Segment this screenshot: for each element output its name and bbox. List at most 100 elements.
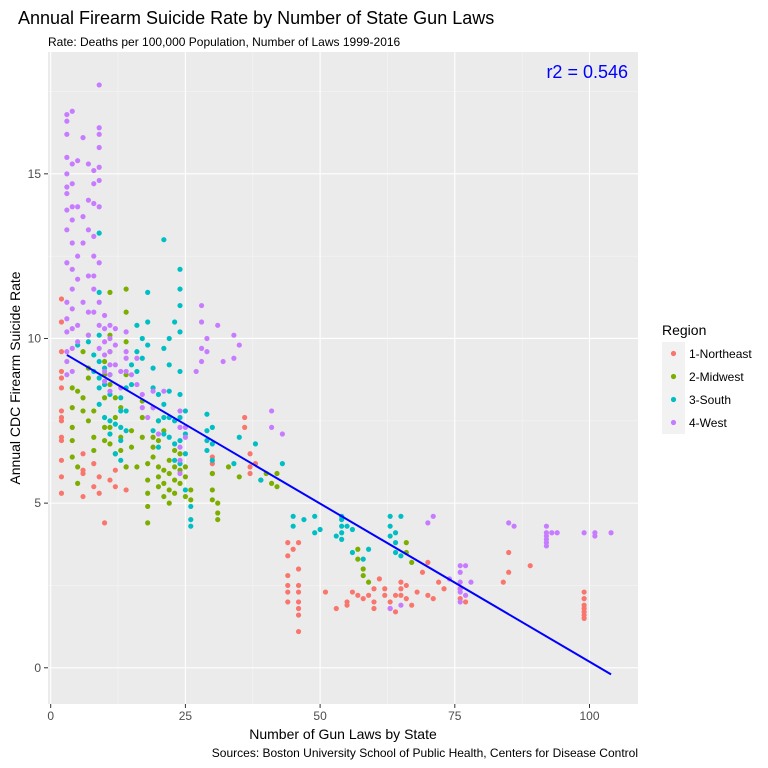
data-point — [69, 181, 75, 187]
data-point — [96, 144, 102, 151]
data-point — [96, 299, 102, 305]
data-point — [101, 368, 108, 375]
data-point — [69, 204, 75, 210]
data-point — [398, 592, 404, 598]
data-point — [128, 444, 135, 450]
data-point — [295, 589, 302, 595]
data-point — [123, 368, 129, 375]
data-point — [64, 207, 70, 213]
data-point — [128, 372, 135, 378]
data-point — [204, 349, 210, 355]
data-point — [204, 447, 210, 454]
data-point — [457, 579, 463, 585]
data-point — [101, 326, 108, 332]
data-point — [333, 533, 339, 539]
data-point — [96, 375, 102, 381]
data-point — [425, 559, 431, 566]
data-point — [177, 451, 183, 457]
data-point — [69, 385, 75, 391]
data-point — [182, 493, 188, 500]
data-point — [150, 388, 156, 394]
data-point — [96, 474, 102, 480]
data-point — [339, 523, 345, 529]
data-point — [371, 599, 377, 605]
data-point — [150, 434, 156, 440]
data-point — [161, 345, 167, 351]
data-point — [387, 523, 393, 529]
data-point — [166, 362, 172, 368]
data-point — [177, 408, 183, 414]
data-point — [107, 289, 113, 295]
data-point — [365, 579, 372, 585]
data-point — [376, 576, 382, 582]
data-point — [188, 497, 194, 503]
data-point — [172, 319, 178, 325]
data-point — [247, 470, 253, 477]
data-point — [85, 418, 92, 424]
data-point — [295, 540, 302, 546]
data-point — [64, 118, 70, 124]
data-point — [430, 596, 436, 602]
data-point — [150, 365, 156, 371]
data-point — [64, 349, 70, 355]
data-point — [161, 401, 167, 407]
data-point — [145, 503, 151, 510]
y-tick-label: 0 — [34, 661, 41, 675]
data-point — [182, 408, 188, 414]
data-point — [75, 388, 81, 394]
data-point — [112, 484, 118, 490]
data-point — [123, 355, 129, 361]
data-point — [360, 556, 366, 562]
data-point — [80, 451, 86, 457]
data-point — [58, 418, 65, 424]
data-point — [172, 464, 178, 470]
data-point — [155, 484, 162, 490]
data-point — [387, 605, 393, 612]
data-point — [392, 530, 399, 536]
data-point — [91, 167, 97, 174]
data-point — [419, 569, 426, 575]
data-point — [58, 408, 65, 414]
data-point — [166, 470, 172, 477]
data-point — [107, 372, 113, 378]
legend-label: 1-Northeast — [689, 347, 752, 361]
x-tick-label: 75 — [448, 709, 462, 723]
chart-title: Annual Firearm Suicide Rate by Number of… — [18, 8, 494, 28]
legend-title: Region — [662, 322, 706, 338]
data-point — [107, 322, 113, 328]
data-point — [64, 154, 70, 160]
data-point — [128, 428, 135, 434]
data-point — [107, 362, 113, 368]
data-point — [58, 375, 65, 381]
data-point — [112, 362, 118, 368]
data-point — [231, 332, 237, 338]
data-point — [198, 345, 205, 351]
data-point — [317, 526, 323, 533]
grid-major — [48, 52, 638, 704]
data-point — [269, 408, 275, 414]
data-point — [231, 355, 237, 361]
data-point — [215, 322, 221, 328]
data-point — [398, 579, 404, 585]
data-point — [220, 358, 226, 365]
data-point — [172, 490, 178, 496]
data-point — [398, 602, 404, 608]
data-point — [295, 628, 302, 635]
data-point — [285, 572, 291, 579]
data-point — [80, 214, 86, 220]
data-point — [96, 289, 102, 295]
data-point — [58, 349, 65, 355]
data-point — [339, 516, 345, 523]
data-point — [279, 431, 285, 437]
data-point — [549, 530, 555, 536]
data-point — [85, 227, 92, 233]
data-point — [91, 352, 97, 358]
data-point — [96, 82, 102, 88]
data-point — [409, 559, 415, 566]
data-point — [118, 368, 124, 375]
data-point — [285, 553, 291, 559]
series-1 — [58, 296, 587, 635]
data-point — [101, 424, 108, 430]
data-point — [155, 464, 162, 470]
data-point — [339, 530, 345, 536]
